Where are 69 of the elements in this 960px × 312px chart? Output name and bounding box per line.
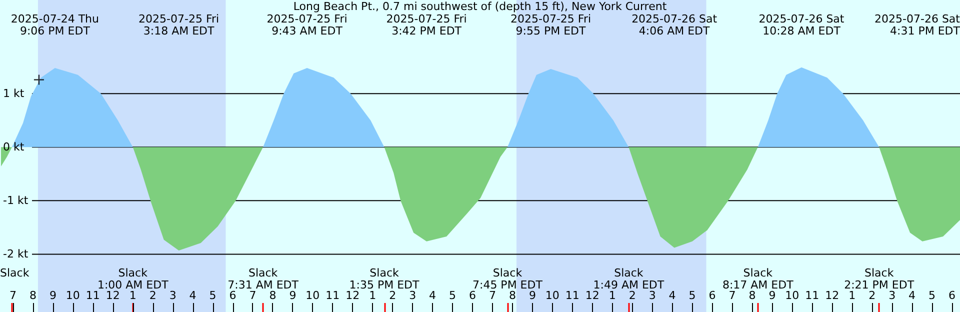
x-tick-label: 9 (289, 289, 296, 302)
annotation: 2025-07-26 Sat 4:06 AM EDT (632, 12, 718, 38)
x-tick-label: 10 (785, 289, 800, 302)
x-tick-label: 9 (49, 289, 56, 302)
x-tick-label: 6 (229, 289, 236, 302)
x-tick-label: 11 (565, 289, 580, 302)
x-tick-label: 12 (825, 289, 840, 302)
x-tick-label: 2 (628, 289, 636, 302)
x-tick-label: 3 (888, 289, 896, 302)
x-tick-label: 6 (469, 289, 476, 302)
x-tick-label: 8 (269, 289, 276, 302)
y-tick-label: -1 kt (3, 194, 29, 208)
x-tick-label: 3 (409, 289, 416, 302)
x-tick-label: 7 (488, 289, 496, 302)
y-tick-label: 0 kt (3, 140, 25, 154)
annotation: 2025-07-25 Fri 3:42 PM EDT (386, 12, 467, 38)
annotation: Slack (0, 266, 30, 280)
x-tick-label: 8 (508, 289, 516, 302)
x-tick-label: 1 (369, 289, 376, 302)
annotation: Slack 2:21 PM EDT (844, 266, 914, 292)
x-tick-label: 9 (528, 289, 536, 302)
annotation: 2025-07-26 Sat 4:31 PM EDT (874, 12, 960, 38)
x-tick-label: 10 (545, 289, 560, 302)
x-tick-label: 12 (585, 289, 600, 302)
x-tick-label: 2 (149, 289, 156, 302)
x-tick-label: 11 (805, 289, 820, 302)
x-tick-label: 12 (106, 289, 120, 302)
x-tick-label: 7 (249, 289, 256, 302)
annotation: Slack 1:49 AM EDT (593, 266, 664, 292)
x-tick-label: 4 (189, 289, 196, 302)
x-tick-label: 10 (306, 289, 320, 302)
x-tick-label: 8 (29, 289, 36, 302)
annotation: Slack 8:17 AM EDT (722, 266, 794, 292)
annotation: 2025-07-25 Fri 9:55 PM EDT (510, 12, 592, 38)
x-tick-label: 6 (708, 289, 716, 302)
annotation: Slack 1:35 PM EDT (349, 266, 420, 292)
x-tick-label: 4 (908, 289, 916, 302)
x-tick-label: 10 (66, 289, 80, 302)
chart-title: Long Beach Pt., 0.7 mi southwest of (depth 15 ft), New York Current (293, 0, 668, 13)
x-tick-label: 7 (9, 289, 16, 302)
annotation: 2025-07-25 Fri 9:43 AM EDT (266, 12, 348, 38)
x-tick-label: 5 (688, 289, 696, 302)
annotation: Slack 7:31 AM EDT (228, 266, 299, 292)
x-tick-label: 8 (748, 289, 756, 302)
x-tick-label: 9 (768, 289, 776, 302)
x-tick-label: 4 (668, 289, 676, 302)
annotation: Slack 7:45 PM EDT (472, 266, 543, 292)
y-tick-label: 1 kt (3, 87, 25, 100)
x-tick-label: 11 (86, 289, 100, 302)
annotation: 2025-07-26 Sat 10:28 AM EDT (758, 12, 845, 38)
annotation: 2025-07-25 Fri 3:18 AM EDT (138, 12, 220, 38)
annotation: Slack 1:00 AM EDT (97, 266, 169, 292)
x-tick-label: 12 (346, 289, 360, 302)
x-tick-label: 5 (449, 289, 456, 302)
x-tick-label: 1 (848, 289, 856, 302)
x-tick-label: 3 (169, 289, 176, 302)
y-tick-label: -2 kt (3, 248, 29, 261)
x-tick-label: 5 (928, 289, 936, 302)
x-tick-label: 4 (429, 289, 436, 302)
x-tick-label: 1 (129, 289, 136, 302)
x-tick-label: 7 (728, 289, 736, 302)
x-tick-label: 6 (948, 289, 956, 302)
x-tick-label: 2 (389, 289, 396, 302)
x-tick-label: 5 (209, 289, 216, 302)
x-tick-label: 2 (868, 289, 876, 302)
x-tick-label: 1 (608, 289, 616, 302)
annotation: 2025-07-24 Thu 9:06 PM EDT (10, 12, 99, 38)
x-tick-label: 11 (326, 289, 340, 302)
x-tick-label: 3 (648, 289, 656, 302)
